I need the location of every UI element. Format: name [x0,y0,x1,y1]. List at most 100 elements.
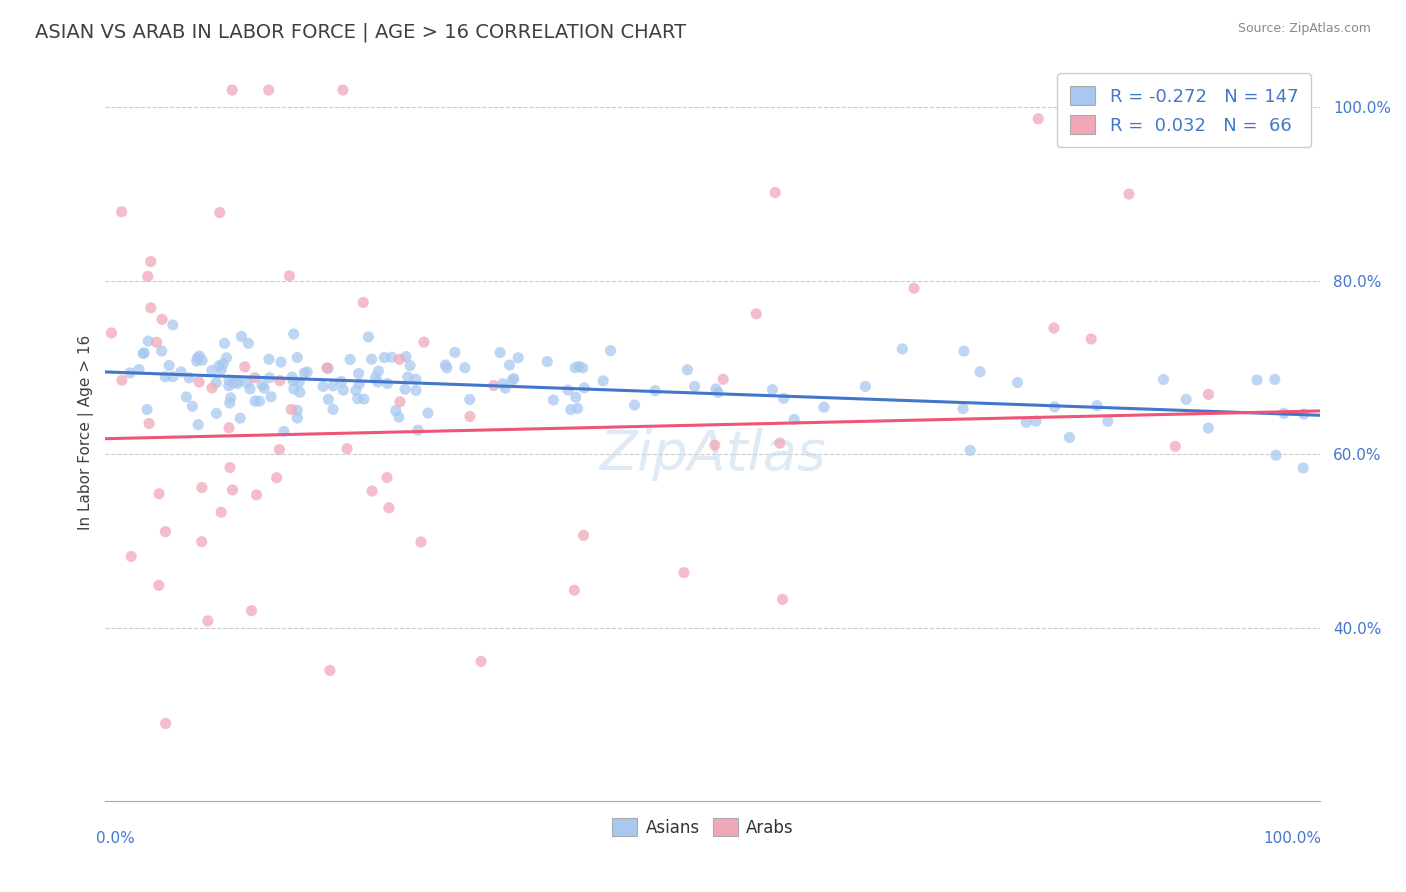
Point [218,378,240,392]
Point [564,360,586,375]
Point [150,343,173,358]
Point [332,83,354,97]
Point [711,372,734,386]
Point [339,352,361,367]
Point [458,392,481,407]
Point [388,352,411,367]
Point [394,382,416,396]
Point [209,505,232,519]
Point [458,409,481,424]
Point [280,402,302,417]
Point [138,417,160,431]
Point [1043,321,1066,335]
Point [226,376,249,391]
Point [494,381,516,395]
Point [1059,430,1081,444]
Point [218,373,240,387]
Point [761,383,783,397]
Point [360,352,382,367]
Point [120,549,142,564]
Point [136,269,159,284]
Point [574,381,596,395]
Point [672,566,695,580]
Point [219,460,242,475]
Point [381,350,404,364]
Point [221,83,243,97]
Point [560,402,582,417]
Point [208,205,231,219]
Point [174,390,197,404]
Point [683,379,706,393]
Point [953,344,976,359]
Point [297,365,319,379]
Point [259,371,281,385]
Point [489,345,512,359]
Point [269,442,291,457]
Point [891,342,914,356]
Point [201,363,224,377]
Legend: Asians, Arabs: Asians, Arabs [606,812,800,844]
Point [245,488,267,502]
Point [219,391,242,405]
Point [436,360,458,375]
Point [187,417,209,432]
Point [501,373,523,387]
Point [623,398,645,412]
Point [257,352,280,367]
Point [322,402,344,417]
Point [148,487,170,501]
Point [568,359,591,374]
Point [270,355,292,369]
Point [201,381,224,395]
Point [470,654,492,668]
Point [454,360,477,375]
Point [357,330,380,344]
Point [388,410,411,425]
Point [292,366,315,380]
Point [134,346,156,360]
Point [353,392,375,406]
Point [253,381,276,395]
Point [215,351,238,365]
Point [1080,332,1102,346]
Point [155,369,177,384]
Point [959,443,981,458]
Point [1015,416,1038,430]
Point [567,401,589,416]
Point [1118,187,1140,202]
Point [969,365,991,379]
Point [1026,112,1049,126]
Y-axis label: In Labor Force | Age > 16: In Labor Force | Age > 16 [79,335,94,530]
Point [269,374,291,388]
Point [222,376,245,390]
Point [239,382,262,396]
Legend: R = -0.272   N = 147, R =  0.032   N =  66: R = -0.272 N = 147, R = 0.032 N = 66 [1057,73,1310,147]
Point [110,204,132,219]
Point [155,524,177,539]
Point [316,392,339,407]
Point [396,370,419,384]
Point [236,376,259,390]
Point [1175,392,1198,407]
Point [181,399,204,413]
Point [150,312,173,326]
Point [139,301,162,315]
Point [162,318,184,332]
Point [406,423,429,437]
Point [330,375,353,389]
Point [191,353,214,368]
Point [205,406,228,420]
Point [492,376,515,391]
Point [238,336,260,351]
Point [229,411,252,425]
Point [783,412,806,426]
Point [188,375,211,389]
Point [813,400,835,414]
Point [240,604,263,618]
Point [367,364,389,378]
Point [312,379,335,393]
Point [145,335,167,350]
Point [191,481,214,495]
Point [1292,407,1315,421]
Point [413,335,436,350]
